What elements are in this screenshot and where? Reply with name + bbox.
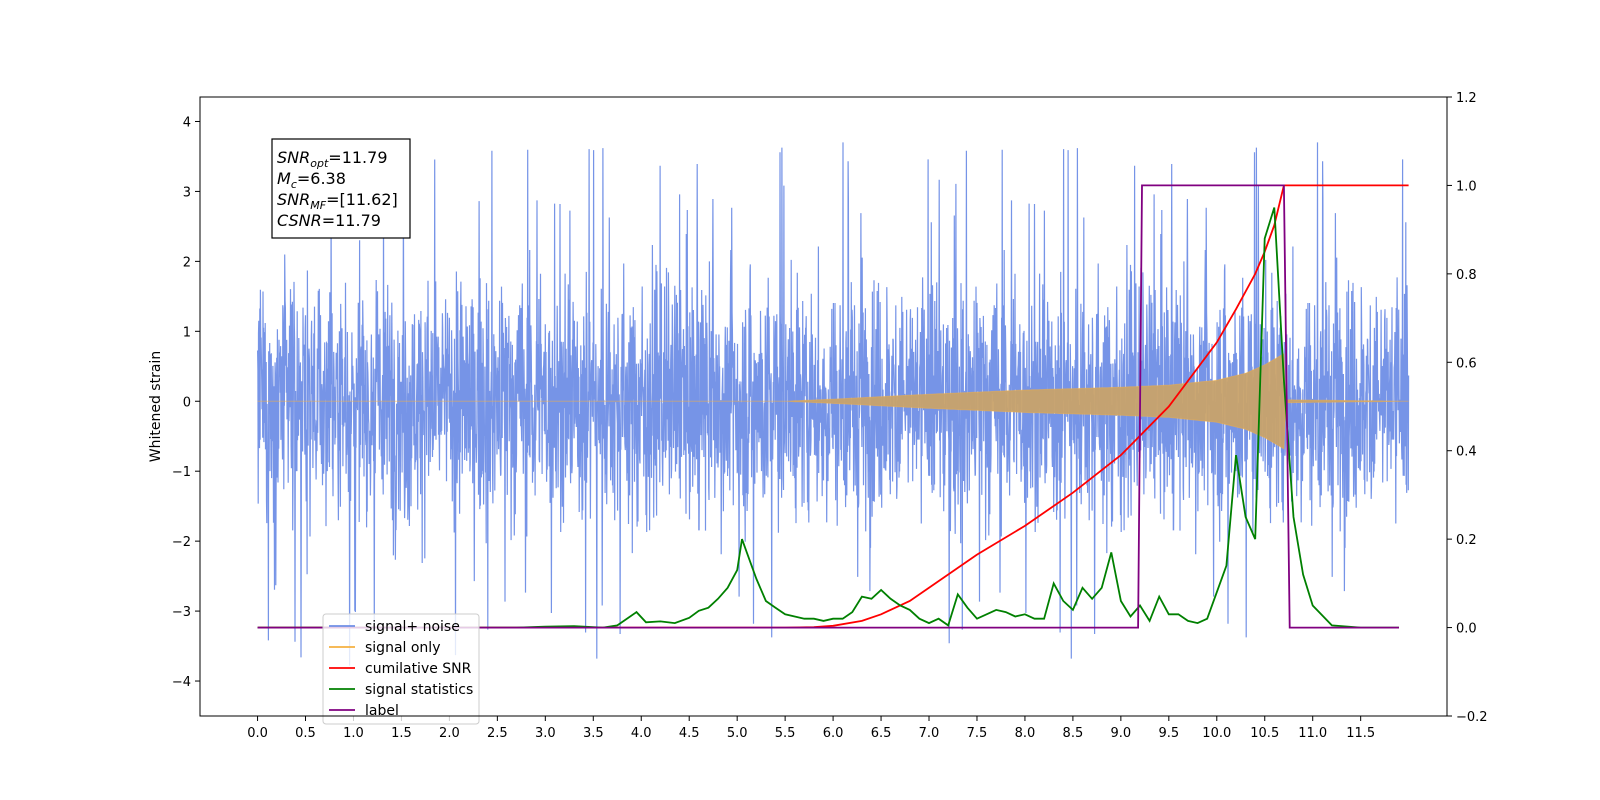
legend: signal+ noise signal only cumilative SNR si… xyxy=(322,613,480,725)
x-tick-label: 11.0 xyxy=(1298,726,1327,741)
y2-tick-label: 1.0 xyxy=(1456,179,1477,194)
x-tick-label: 2.0 xyxy=(439,726,460,741)
x-tick-label: 0.0 xyxy=(247,726,268,741)
x-tick-label: 3.0 xyxy=(535,726,556,741)
legend-label: label xyxy=(365,703,399,719)
legend-label: signal statistics xyxy=(365,682,473,698)
x-tick-label: 6.0 xyxy=(823,726,844,741)
x-tick-label: 9.0 xyxy=(1111,726,1132,741)
y-axis-label: Whitened strain xyxy=(148,351,164,462)
annotation-line: SNRMF=[11.62] xyxy=(277,190,398,212)
y-tick-label: 4 xyxy=(183,115,191,130)
x-tick-label: 4.5 xyxy=(679,726,700,741)
x-tick-label: 10.5 xyxy=(1250,726,1279,741)
x-tick-label: 7.5 xyxy=(967,726,988,741)
y-tick-label: −4 xyxy=(172,675,191,690)
y-tick-label: 3 xyxy=(183,185,191,200)
annotation-frame xyxy=(271,138,411,239)
y-axis-left: −4 −3 −2 −1 0 1 2 3 4 xyxy=(172,115,200,690)
series-label xyxy=(257,184,1399,629)
x-tick-label: 6.5 xyxy=(871,726,892,741)
y2-tick-label: −0.2 xyxy=(1456,710,1488,725)
y2-tick-label: 0.8 xyxy=(1456,268,1477,283)
x-tick-label: 8.5 xyxy=(1063,726,1084,741)
axes-frame xyxy=(199,96,1448,717)
x-tick-label: 3.5 xyxy=(583,726,604,741)
annotation-line: SNRopt=11.79 xyxy=(277,148,388,170)
y2-tick-label: 0.0 xyxy=(1456,622,1477,637)
x-tick-label: 5.5 xyxy=(775,726,796,741)
series-signal-statistics xyxy=(257,207,1399,629)
y-axis-right: −0.2 0.0 0.2 0.4 0.6 0.8 1.0 1.2 xyxy=(1447,91,1488,725)
x-tick-label: 7.0 xyxy=(919,726,940,741)
y2-tick-label: 1.2 xyxy=(1456,91,1477,106)
x-tick-label: 10.0 xyxy=(1202,726,1231,741)
x-tick-label: 1.5 xyxy=(391,726,412,741)
y2-tick-label: 0.2 xyxy=(1456,533,1477,548)
annotation-line: CSNR=11.79 xyxy=(277,211,381,230)
x-tick-label: 5.0 xyxy=(727,726,748,741)
y-tick-label: 0 xyxy=(183,395,191,410)
y-tick-label: −3 xyxy=(172,605,191,620)
x-tick-label: 9.5 xyxy=(1158,726,1179,741)
y-tick-label: 1 xyxy=(183,325,191,340)
x-tick-label: 4.0 xyxy=(631,726,652,741)
x-tick-label: 11.5 xyxy=(1346,726,1375,741)
metrics-annotation-box: SNRopt=11.79Mc=6.38SNRMF=[11.62]CSNR=11.… xyxy=(271,138,411,239)
legend-frame xyxy=(322,613,480,725)
series-cumulative-snr xyxy=(257,184,1409,629)
x-tick-label: 1.0 xyxy=(343,726,364,741)
x-tick-label: 8.0 xyxy=(1015,726,1036,741)
x-tick-label: 0.5 xyxy=(295,726,316,741)
x-tick-label: 2.5 xyxy=(487,726,508,741)
y-tick-label: 2 xyxy=(183,255,191,270)
legend-label: signal+ noise xyxy=(365,619,460,635)
legend-label: cumilative SNR xyxy=(365,661,472,677)
legend-label: signal only xyxy=(365,640,440,656)
y-tick-label: −1 xyxy=(172,465,191,480)
series-signal-only xyxy=(257,352,1409,450)
y2-tick-label: 0.4 xyxy=(1456,445,1477,460)
y-tick-label: −2 xyxy=(172,535,191,550)
annotation-line: Mc=6.38 xyxy=(277,169,346,191)
x-axis: 0.0 0.5 1.0 1.5 2.0 2.5 3.0 3.5 4.0 4.5 5.0 5.5 6.0 6… xyxy=(247,716,1375,741)
y2-tick-label: 0.6 xyxy=(1456,356,1477,371)
